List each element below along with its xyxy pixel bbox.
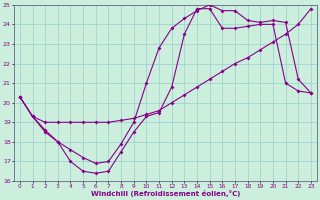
X-axis label: Windchill (Refroidissement éolien,°C): Windchill (Refroidissement éolien,°C) — [91, 190, 240, 197]
